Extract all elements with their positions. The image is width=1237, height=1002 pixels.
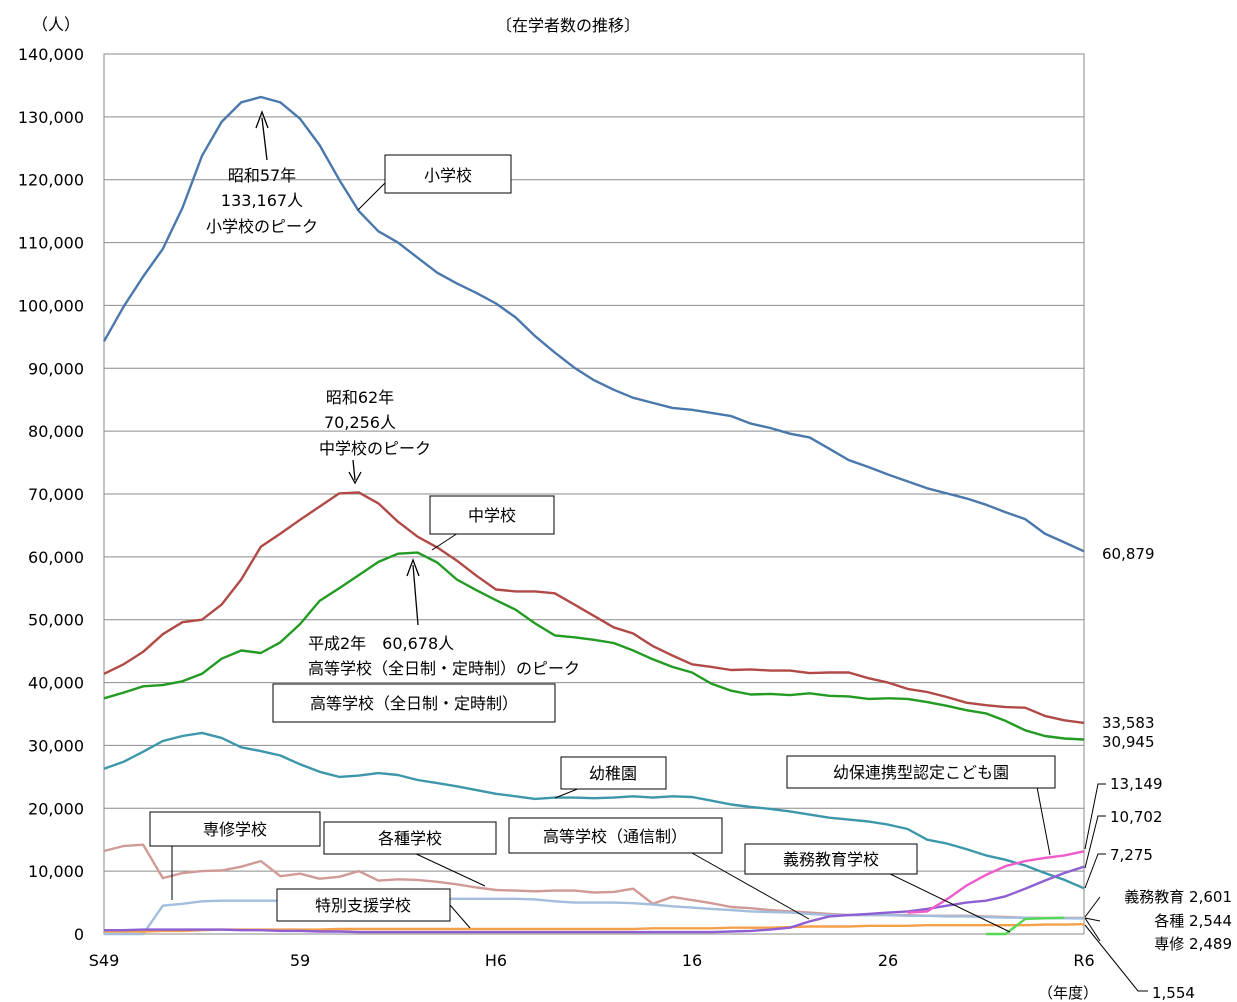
series-label-boxes: 小学校 中学校 高等学校（全日制・定時制） 幼稚園 幼保連携型認定こども園 専修…: [149, 154, 1056, 933]
high-peak-annotation: 平成2年 60,678人 高等学校（全日制・定時制）のピーク: [308, 558, 580, 678]
y-tick-label: 30,000: [28, 736, 84, 755]
y-tick-label: 50,000: [28, 611, 84, 630]
label-misc: 各種学校: [323, 821, 497, 887]
label-junior: 中学校: [429, 495, 555, 551]
label-special-text: 特別支援学校: [315, 896, 411, 915]
peak-junior-line3: 中学校のピーク: [319, 439, 431, 458]
junior-peak-annotation: 昭和62年 70,256人 中学校のピーク: [319, 388, 431, 485]
label-special: 特別支援学校: [276, 888, 471, 929]
y-tick-label: 140,000: [18, 45, 84, 64]
y-tick-label: 10,000: [28, 862, 84, 881]
peak-junior-line1: 昭和62年: [326, 388, 394, 407]
label-misc-text: 各種学校: [378, 829, 442, 848]
x-tick-label: 26: [878, 951, 898, 970]
series-line-elementary: [102, 95, 1085, 553]
end-label-leader: [1084, 917, 1101, 922]
y-tick-label: 20,000: [28, 799, 84, 818]
series-line-senshu: [104, 897, 1085, 936]
peak-high-line1: 平成2年 60,678人: [308, 634, 454, 653]
end-label-special: 1,554: [1152, 984, 1195, 1002]
end-label-leader: [1084, 853, 1106, 889]
end-label-leader: [1084, 896, 1101, 918]
end-label-junior: 33,583: [1102, 714, 1155, 732]
y-tick-label: 100,000: [18, 296, 84, 315]
series-line-junior: [103, 491, 1085, 725]
label-kindergarten: 幼稚園: [554, 756, 667, 799]
series-line-kindergarten: [103, 731, 1085, 890]
label-tsushin: 高等学校（通信制）: [508, 817, 810, 920]
y-tick-label: 0: [74, 925, 84, 944]
x-tick-label: 16: [682, 951, 702, 970]
label-senshu: 専修学校: [149, 811, 321, 900]
y-tick-label: 80,000: [28, 422, 84, 441]
y-tick-label: 60,000: [28, 548, 84, 567]
label-elementary-text: 小学校: [424, 166, 472, 185]
x-tick-label: S49: [89, 951, 120, 970]
end-label-elementary: 60,879: [1102, 545, 1155, 563]
x-tick-labels: S49 59 H6 16 26 R6: [89, 951, 1095, 970]
y-tick-label: 130,000: [18, 108, 84, 127]
end-label-kodomoen: 13,149: [1110, 775, 1163, 793]
peak-elem-line3: 小学校のピーク: [206, 217, 318, 236]
y-tick-labels: 0 10,000 20,000 30,000 40,000 50,000 60,000 70,…: [18, 45, 84, 944]
end-label-leader: [1084, 815, 1106, 869]
elementary-peak-annotation: 昭和57年 133,167人 小学校のピーク: [206, 110, 318, 236]
y-tick-label: 90,000: [28, 359, 84, 378]
peak-elem-line2: 133,167人: [221, 191, 303, 210]
y-axis-unit: （人）: [32, 15, 80, 34]
series-lines: [102, 95, 1085, 936]
label-kodomoen-text: 幼保連携型認定こども園: [833, 763, 1009, 782]
label-high: 高等学校（全日制・定時制）: [272, 683, 556, 723]
series-line-kodomoen: [907, 850, 1085, 914]
y-tick-label: 120,000: [18, 171, 84, 190]
label-gimu: 義務教育学校: [744, 843, 1011, 933]
end-label-leader: [1084, 783, 1106, 850]
peak-junior-line2: 70,256人: [324, 413, 396, 432]
series-line-tsushin: [104, 865, 1085, 934]
label-gimu-text: 義務教育学校: [783, 850, 879, 869]
label-kodomoen: 幼保連携型認定こども園: [786, 755, 1056, 856]
series-line-high: [103, 551, 1085, 741]
chart-title: 〔在学者数の推移〕: [496, 16, 640, 35]
label-junior-text: 中学校: [468, 506, 516, 525]
end-label-kindergarten: 7,275: [1110, 846, 1153, 864]
y-tick-label: 70,000: [28, 485, 84, 504]
end-label-senshu: 専修 2,489: [1154, 935, 1232, 953]
gridlines: [104, 116, 1084, 872]
x-tick-label: 59: [290, 951, 310, 970]
end-label-leader: [1084, 917, 1101, 942]
end-label-high: 30,945: [1102, 733, 1155, 751]
y-tick-label: 110,000: [18, 234, 84, 253]
label-tsushin-text: 高等学校（通信制）: [543, 827, 687, 846]
end-label-leader: [1084, 924, 1148, 992]
y-tick-label: 40,000: [28, 674, 84, 693]
series-line-gimu: [986, 916, 1065, 936]
x-tick-label: R6: [1073, 951, 1094, 970]
label-senshu-text: 専修学校: [203, 820, 267, 839]
label-high-text: 高等学校（全日制・定時制）: [310, 694, 518, 713]
label-elementary: 小学校: [357, 154, 512, 211]
label-kindergarten-text: 幼稚園: [589, 764, 637, 783]
peak-elem-line1: 昭和57年: [228, 166, 296, 185]
end-label-tsushin: 10,702: [1110, 808, 1163, 826]
end-label-gimu: 義務教育 2,601: [1124, 888, 1232, 906]
x-tick-label: H6: [485, 951, 507, 970]
end-label-misc: 各種 2,544: [1154, 912, 1232, 930]
x-axis-unit: （年度）: [1038, 984, 1098, 1002]
peak-high-line2: 高等学校（全日制・定時制）のピーク: [308, 659, 580, 678]
